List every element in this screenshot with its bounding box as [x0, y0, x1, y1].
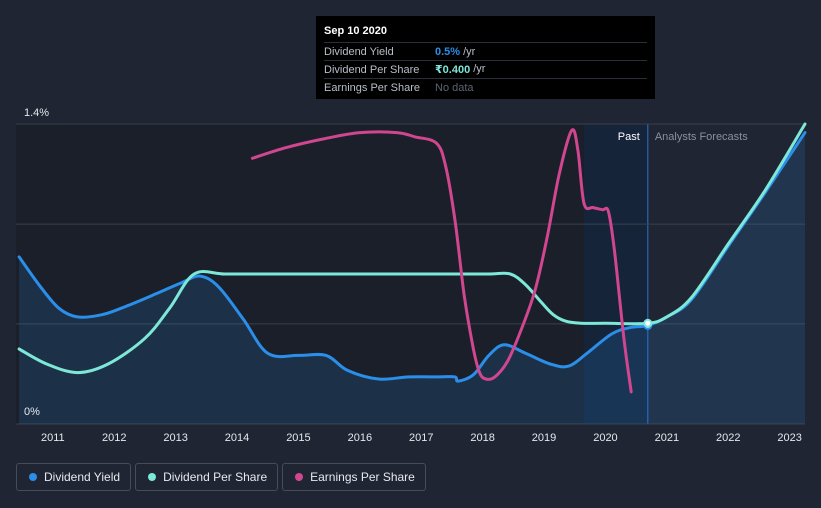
tooltip-row-dividend-yield: Dividend Yield 0.5% /yr [324, 42, 647, 60]
tooltip-value: No data [435, 81, 474, 94]
legend-item-earnings-per-share[interactable]: Earnings Per Share [282, 463, 426, 491]
earnings-per-share-line [250, 128, 633, 394]
x-tick-label: 2016 [348, 432, 372, 444]
x-tick-label: 2021 [655, 432, 679, 444]
dividend-yield-area [19, 132, 806, 424]
y-axis-max-label: 1.4% [24, 107, 49, 119]
x-tick-label: 2013 [163, 432, 187, 444]
dividend-per-share-line [17, 122, 807, 375]
tooltip-date: Sep 10 2020 [324, 25, 387, 37]
forecast-region-label: Analysts Forecasts [655, 131, 748, 143]
tooltip-label: Dividend Per Share [324, 63, 420, 76]
x-tick-label: 2023 [777, 432, 801, 444]
y-axis-min-label: 0% [24, 406, 40, 418]
tooltip-unit: /yr [463, 45, 476, 58]
tooltip-row-earnings-per-share: Earnings Per Share No data [324, 78, 647, 96]
legend-item-dividend-per-share[interactable]: Dividend Per Share [135, 463, 279, 491]
past-region-label: Past [618, 131, 640, 143]
dividend-per-share-hover-marker [643, 318, 653, 328]
tooltip-value: 0.5% [435, 45, 461, 58]
x-tick-label: 2012 [102, 432, 126, 444]
legend-label: Earnings Per Share [310, 470, 415, 484]
legend-label: Dividend Yield [44, 470, 121, 484]
tooltip-row-dividend-per-share: Dividend Per Share ₹0.400 /yr [324, 60, 647, 78]
legend-label: Dividend Per Share [163, 470, 268, 484]
tooltip-label: Earnings Per Share [324, 81, 420, 94]
x-tick-label: 2015 [286, 432, 310, 444]
legend-dot-icon [29, 473, 37, 481]
x-tick-label: 2020 [593, 432, 617, 444]
x-tick-label: 2019 [532, 432, 556, 444]
x-tick-label: 2022 [716, 432, 740, 444]
tooltip-value: ₹0.400 [435, 64, 471, 76]
tooltip-unit: /yr [473, 63, 486, 75]
legend-dot-icon [295, 473, 304, 481]
tooltip-label: Dividend Yield [324, 45, 394, 58]
x-tick-label: 2018 [470, 432, 494, 444]
x-tick-label: 2017 [409, 432, 433, 444]
legend-dot-icon [148, 473, 157, 481]
dividend-yield-line [17, 131, 807, 383]
chart-legend: Dividend Yield Dividend Per Share Earnin… [16, 463, 426, 491]
x-tick-label: 2011 [41, 432, 65, 444]
legend-item-dividend-yield[interactable]: Dividend Yield [16, 463, 132, 491]
hover-tooltip: Sep 10 2020 Dividend Yield 0.5% /yr Divi… [316, 16, 655, 99]
x-tick-label: 2014 [225, 432, 249, 444]
